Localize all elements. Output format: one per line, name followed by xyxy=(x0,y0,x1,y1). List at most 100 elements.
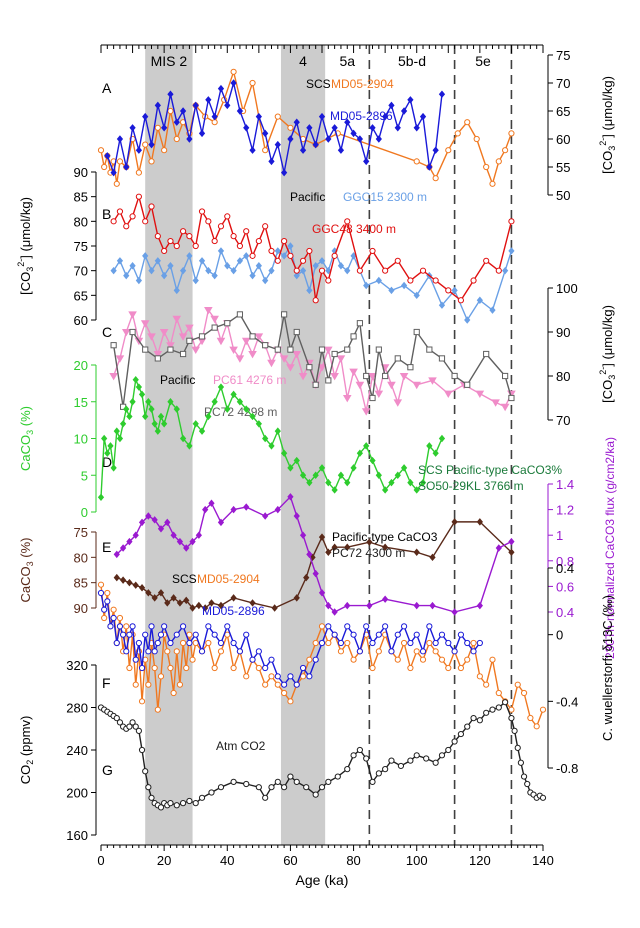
data-point-A-1-20 xyxy=(230,79,237,87)
data-point-B-1-49 xyxy=(508,218,515,225)
data-point-F-0-77 xyxy=(489,656,496,663)
data-point-E-0-6 xyxy=(151,594,158,602)
data-point-A-1-22 xyxy=(243,124,250,132)
panel-letter-C: C xyxy=(102,324,112,340)
data-point-A-0-31 xyxy=(413,158,420,165)
series-line-C-1 xyxy=(112,313,513,408)
data-point-C-1-4 xyxy=(154,355,161,362)
data-point-C-1-32 xyxy=(413,328,420,336)
data-point-C-1-27 xyxy=(369,394,376,402)
data-point-F-0-63 xyxy=(400,639,408,647)
y-tick-label-B-1: 65 xyxy=(74,288,88,303)
data-point-F-0-48 xyxy=(306,656,313,663)
y-axis-label-F: C. wuellerstorfi δ13C (‰) xyxy=(600,595,615,741)
data-point-D-0-58 xyxy=(400,464,408,472)
data-point-D-0-54 xyxy=(375,471,382,479)
data-point-F-1-68 xyxy=(464,639,471,647)
data-point-G-0-42 xyxy=(325,778,332,785)
data-point-E-1-4 xyxy=(138,518,146,527)
data-point-C-0-19 xyxy=(229,346,238,354)
data-point-F-1-48 xyxy=(337,639,345,647)
data-point-C-0-15 xyxy=(204,307,213,315)
data-point-G-0-26 xyxy=(192,800,199,807)
data-point-C-1-25 xyxy=(356,320,363,327)
data-point-E-0-17 xyxy=(230,594,237,602)
data-point-D-0-6 xyxy=(116,434,124,443)
stage-label-4: 5e xyxy=(475,53,491,69)
data-point-A-0-11 xyxy=(148,158,155,165)
y-tick-label-C-2: 90 xyxy=(556,325,570,340)
panel-D: D 0 5 10 15 20 CaCO3 (%) SCS Pacific-type CaCO3… xyxy=(18,358,562,520)
data-point-F-1-5 xyxy=(113,639,120,647)
data-point-F-1-45 xyxy=(318,639,326,647)
data-point-G-0-37 xyxy=(287,773,294,780)
x-tick-label-4: 80 xyxy=(346,853,360,868)
data-point-C-1-39 xyxy=(508,394,515,402)
data-point-C-0-37 xyxy=(342,395,352,403)
data-point-A-0-33 xyxy=(432,175,439,182)
y-tick-label-B-2: 70 xyxy=(74,264,88,279)
data-point-D-0-4 xyxy=(110,464,117,472)
data-point-G-0-5 xyxy=(113,715,120,722)
data-point-G-0-28 xyxy=(208,789,215,796)
data-point-G-0-22 xyxy=(167,800,174,807)
data-point-D-0-43 xyxy=(306,478,313,487)
data-point-A-1-39 xyxy=(350,129,357,138)
data-point-B-0-4 xyxy=(135,276,143,285)
data-point-D-0-13 xyxy=(138,390,146,399)
panel-letter-D: D xyxy=(102,454,112,470)
data-point-F-1-70 xyxy=(476,639,483,647)
data-point-C-0-33 xyxy=(317,364,327,372)
x-tick-label-6: 120 xyxy=(469,853,491,868)
data-point-G-0-41 xyxy=(318,784,326,791)
data-point-F-0-2 xyxy=(104,589,111,597)
data-point-C-1-23 xyxy=(344,346,351,353)
data-point-F-0-49 xyxy=(312,639,319,647)
data-point-F-0-44 xyxy=(281,689,288,697)
data-point-C-0-52 xyxy=(491,399,500,407)
data-point-C-1-21 xyxy=(325,377,332,384)
data-point-A-1-45 xyxy=(388,101,395,110)
data-point-F-1-40 xyxy=(287,673,294,680)
data-point-B-1-11 xyxy=(179,228,187,235)
data-point-F-0-80 xyxy=(508,706,515,713)
data-point-F-0-74 xyxy=(470,639,477,647)
data-point-C-0-5 xyxy=(140,320,150,328)
data-point-G-0-19 xyxy=(157,804,165,811)
data-point-F-0-50 xyxy=(318,623,326,630)
data-point-F-1-6 xyxy=(116,623,124,630)
data-point-E-1-5 xyxy=(145,512,152,520)
data-point-C-0-53 xyxy=(500,403,510,412)
data-point-F-1-61 xyxy=(419,648,427,655)
y-tick-label-E-1: 80 xyxy=(74,550,88,565)
panel-A: A 50 55 60 65 70 75 [CO32-] (μmol/kg) SCS MD05-29… xyxy=(97,48,617,203)
data-point-F-1-53 xyxy=(369,639,376,647)
y-tick-label-G-2: 240 xyxy=(66,743,88,758)
data-point-B-1-18 xyxy=(224,213,231,220)
data-point-D-0-24 xyxy=(186,442,193,450)
data-point-E-1-26 xyxy=(318,589,326,597)
data-point-C-1-18 xyxy=(306,364,313,371)
data-point-F-1-37 xyxy=(268,656,275,663)
data-point-G-0-63 xyxy=(476,717,483,724)
data-point-A-1-32 xyxy=(306,124,313,132)
data-point-A-1-13 xyxy=(186,135,193,143)
data-point-A-1-46 xyxy=(394,124,401,132)
data-point-F-1-42 xyxy=(299,664,307,672)
data-point-E-1-16 xyxy=(217,518,225,527)
data-point-B-0-48 xyxy=(476,296,483,304)
y-tick-label-D-0: 0 xyxy=(81,505,88,520)
data-point-F-1-50 xyxy=(350,631,357,638)
data-point-B-0-29 xyxy=(293,271,300,280)
data-point-B-1-15 xyxy=(205,218,212,225)
data-point-D-0-12 xyxy=(135,383,143,391)
data-point-D-0-40 xyxy=(287,464,294,472)
data-point-D-0-30 xyxy=(224,405,231,413)
y-tick-label-E-r-0: 0.4 xyxy=(556,605,574,620)
data-point-F-0-13 xyxy=(138,698,146,705)
data-point-E-0-7 xyxy=(157,589,165,597)
data-point-A-0-14 xyxy=(167,107,174,115)
data-point-F-0-34 xyxy=(217,648,225,655)
x-axis: Age (ka) 0 20 40 60 80 100 120 140 xyxy=(97,844,554,888)
data-point-G-0-25 xyxy=(186,797,193,805)
